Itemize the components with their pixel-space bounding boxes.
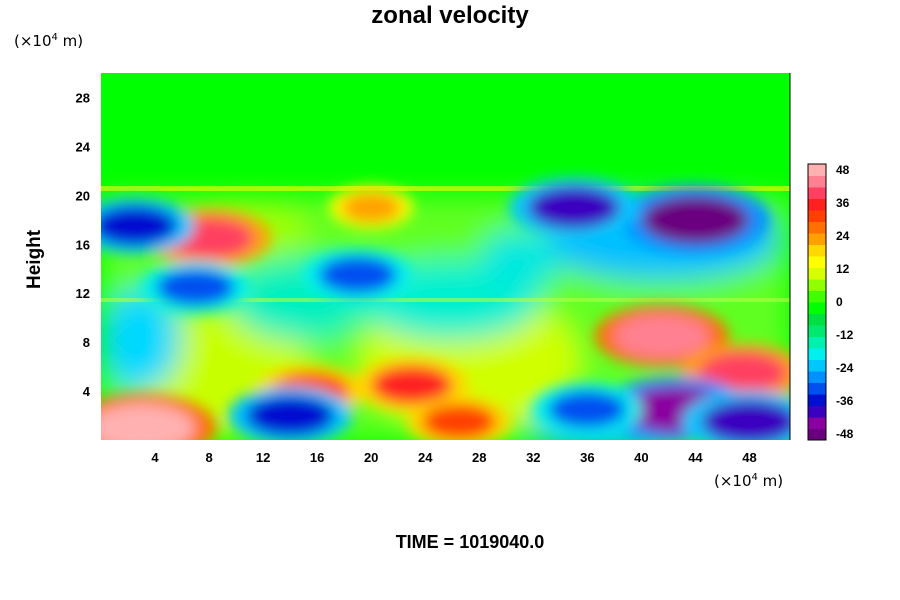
- x-axis-ticks: 4 8 12 16 20 24 28 32 36 40 44 48: [151, 450, 756, 465]
- y-tick-label: 16: [76, 237, 90, 252]
- colorbar-swatch: [808, 371, 826, 383]
- colorbar-swatch: [808, 279, 826, 291]
- field-feature: [421, 403, 497, 440]
- y-tick-label: 20: [76, 188, 90, 203]
- colorbar-swatch: [808, 198, 826, 211]
- field-feature: [701, 399, 790, 440]
- colorbar-swatch: [808, 325, 826, 337]
- colorbar-swatch: [808, 244, 826, 257]
- y-tick-label: 8: [83, 335, 90, 350]
- field-feature: [527, 186, 621, 229]
- field-feature: [642, 195, 749, 244]
- colorbar-swatch: [808, 394, 826, 406]
- field-feature: [370, 365, 453, 405]
- field-feature: [156, 268, 235, 306]
- x-tick-label: 12: [256, 450, 270, 465]
- colorbar-swatch: [808, 233, 826, 245]
- colorbar-swatch: [808, 336, 826, 349]
- field-feature: [341, 192, 402, 223]
- colorbar-tick-label: -24: [836, 361, 854, 375]
- x-tick-label: 32: [526, 450, 540, 465]
- colorbar-swatch: [808, 348, 826, 360]
- colorbar-swatch: [808, 210, 826, 222]
- x-tick-label: 16: [310, 450, 324, 465]
- x-tick-label: 36: [580, 450, 594, 465]
- time-label: TIME = 1019040.0: [395, 532, 545, 552]
- colorbar-swatch: [808, 382, 826, 395]
- colorbar-ticks: 48 36 24 12 0 -12 -24 -36 -48: [836, 163, 854, 441]
- colorbar-swatch: [808, 417, 826, 429]
- colorbar-swatch: [808, 428, 826, 441]
- colorbar-swatch: [808, 302, 826, 314]
- colorbar-tick-label: 0: [836, 295, 843, 309]
- x-tick-label: 40: [634, 450, 648, 465]
- colorbar-swatch: [808, 256, 826, 268]
- field-features: [101, 177, 790, 440]
- colorbar-swatch: [808, 164, 826, 176]
- field-feature: [698, 352, 788, 394]
- field-feature: [245, 394, 335, 437]
- y-tick-label: 12: [76, 286, 90, 301]
- field-feature: [101, 206, 178, 246]
- x-tick-label: 4: [151, 450, 159, 465]
- field-feature: [101, 403, 195, 440]
- y-axis-unit: (×104 m): [14, 32, 84, 50]
- x-tick-label: 44: [688, 450, 703, 465]
- chart-title: zonal velocity: [371, 2, 529, 29]
- colorbar-swatch: [808, 290, 826, 303]
- x-tick-label: 24: [418, 450, 433, 465]
- heatmap-field: [101, 73, 790, 440]
- colorbar-tick-label: 12: [836, 262, 850, 276]
- colorbar-tick-label: 24: [836, 229, 850, 243]
- x-tick-label: 48: [742, 450, 756, 465]
- x-tick-label: 28: [472, 450, 486, 465]
- x-axis-unit: (×104 m): [714, 472, 784, 490]
- colorbar-tick-label: 48: [836, 163, 850, 177]
- field-feature: [613, 314, 710, 359]
- colorbar-frame: [807, 163, 827, 441]
- x-tick-label: 8: [205, 450, 212, 465]
- colorbar-swatch: [808, 221, 826, 234]
- field-feature: [548, 390, 627, 428]
- colorbar-tick-label: -48: [836, 427, 854, 441]
- colorbar-tick-label: -12: [836, 328, 854, 342]
- colorbar-swatch: [808, 359, 826, 372]
- colorbar-tick-label: 36: [836, 196, 850, 210]
- y-axis-ticks: 4 8 12 16 20 24 28: [76, 90, 91, 399]
- tropopause-band: [101, 186, 790, 191]
- colorbar-swatch: [808, 175, 826, 188]
- y-tick-label: 4: [83, 384, 91, 399]
- y-tick-label: 28: [76, 90, 90, 105]
- colorbar: [807, 163, 827, 441]
- colorbar-swatch: [808, 187, 826, 199]
- field-feature: [318, 256, 397, 294]
- colorbar-swatch: [808, 313, 826, 326]
- colorbar-tick-label: -36: [836, 394, 854, 408]
- colorbar-swatch: [808, 405, 826, 418]
- colorbar-swatch: [808, 267, 826, 280]
- x-tick-label: 20: [364, 450, 378, 465]
- y-tick-label: 24: [76, 139, 91, 154]
